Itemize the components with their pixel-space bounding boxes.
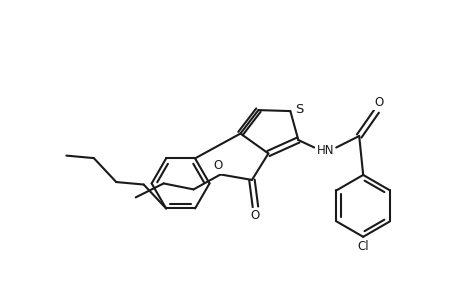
Text: O: O (213, 159, 223, 172)
Text: O: O (374, 96, 384, 109)
Text: S: S (295, 103, 303, 116)
Text: Cl: Cl (357, 240, 369, 253)
Text: O: O (251, 209, 260, 222)
Text: HN: HN (317, 143, 334, 156)
